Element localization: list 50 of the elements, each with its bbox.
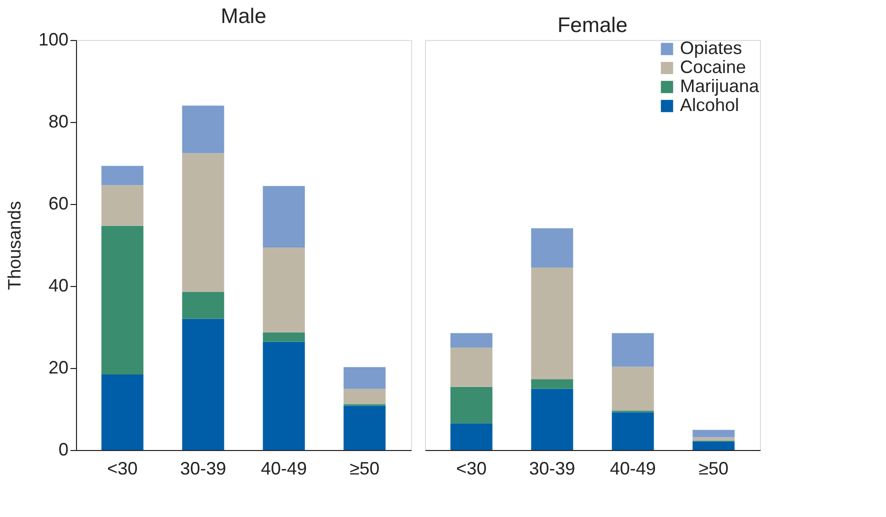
bar: [344, 406, 386, 450]
x-tick-label: <30: [456, 458, 487, 478]
bar: [262, 186, 305, 248]
bar: [692, 441, 735, 450]
x-tick-label: <30: [107, 458, 138, 478]
bar: [182, 318, 224, 450]
bar: [344, 367, 386, 389]
x-tick-label: 40-49: [260, 458, 307, 478]
chart-title: Female: [557, 14, 628, 37]
bar: [531, 228, 574, 268]
y-tick-label: 20: [48, 358, 68, 378]
x-tick-label: 30-39: [529, 458, 576, 478]
bar: [531, 379, 574, 389]
y-tick-label: 40: [48, 276, 68, 296]
x-tick-label: 40-49: [610, 458, 656, 478]
x-tick-label: 30-39: [180, 458, 226, 478]
bar: [612, 333, 654, 367]
y-axis-title: Thousands: [4, 200, 24, 290]
bar: [692, 437, 735, 441]
y-tick-label: 60: [48, 194, 68, 214]
chart-title: Male: [220, 5, 266, 28]
bar: [262, 247, 305, 332]
bar: [262, 332, 305, 342]
x-tick-label: ≥50: [350, 458, 380, 478]
bar: [344, 388, 386, 404]
bar: [101, 226, 144, 375]
bar: [182, 292, 224, 319]
bar: [262, 342, 305, 450]
y-tick-label: 80: [48, 112, 68, 132]
bar: [612, 412, 654, 450]
bar: [612, 366, 654, 411]
bar: [450, 423, 492, 450]
bar: [182, 153, 224, 292]
x-tick-label: ≥50: [698, 458, 729, 478]
y-tick-label: 0: [58, 440, 68, 460]
bar: [450, 333, 492, 348]
bar: [450, 386, 492, 424]
y-tick-label: 100: [38, 30, 68, 50]
bar: [531, 388, 574, 450]
bar: [692, 430, 735, 438]
bar: [182, 106, 224, 154]
legend-label: Alcohol: [680, 95, 740, 115]
bar: [101, 166, 144, 186]
bar: [531, 268, 574, 380]
legend-label: Marijuana: [680, 76, 760, 96]
bar: [450, 348, 492, 387]
bar: [101, 374, 144, 450]
legend-label: Opiates: [680, 38, 742, 58]
legend-label: Cocaine: [680, 57, 746, 77]
bar: [101, 185, 144, 226]
